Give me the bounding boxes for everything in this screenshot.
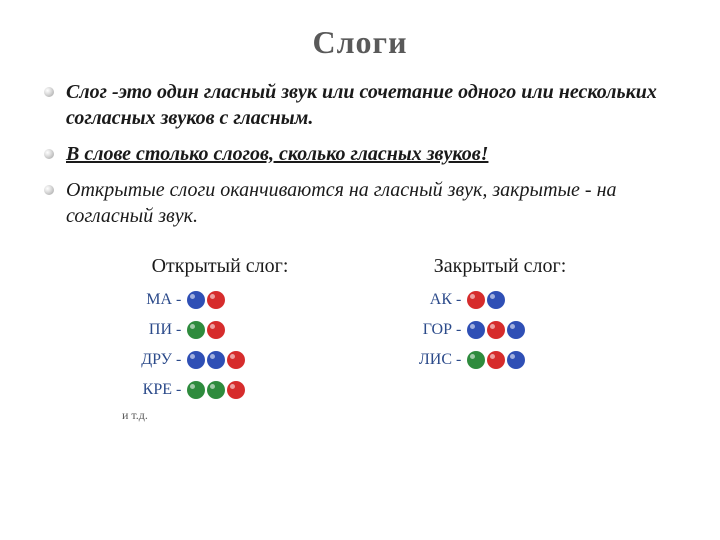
syllable-label: ПИ [120,321,176,339]
bullet-item: В слове столько слогов, сколько гласных … [44,141,684,167]
circle-group [467,321,525,339]
open-column: Открытый слог: МА-ПИ-ДРУ-КРЕ- и т.д. [120,255,320,423]
sound-circle-green [467,351,485,369]
syllable-columns: Открытый слог: МА-ПИ-ДРУ-КРЕ- и т.д. Зак… [36,255,684,423]
circle-group [187,381,245,399]
closed-column-header: Закрытый слог: [400,255,600,278]
bullet-text: Открытые слоги оканчиваются на гласный з… [66,177,684,229]
syllable-label: АК [400,291,456,309]
dash-separator: - [176,321,181,339]
syllable-row: ГОР- [400,318,600,342]
bullet-text: Слог -это один гласный звук или сочетани… [66,79,684,131]
sound-circle-blue [187,291,205,309]
syllable-row: МА- [120,288,320,312]
syllable-label: ГОР [400,321,456,339]
open-column-footnote: и т.д. [122,408,320,423]
sound-circle-red [467,291,485,309]
sound-circle-red [207,291,225,309]
sound-circle-green [207,381,225,399]
syllable-label: ЛИС [400,351,456,369]
page-title: Слоги [36,24,684,61]
dash-separator: - [176,381,181,399]
circle-group [187,291,225,309]
circle-group [467,291,505,309]
dash-separator: - [456,321,461,339]
sound-circle-blue [187,351,205,369]
sound-circle-red [207,321,225,339]
syllable-row: КРЕ- [120,378,320,402]
open-column-header: Открытый слог: [120,255,320,278]
closed-column: Закрытый слог: АК-ГОР-ЛИС- [400,255,600,423]
bullet-icon [44,87,54,97]
dash-separator: - [456,351,461,369]
sound-circle-red [487,321,505,339]
closed-column-body: АК-ГОР-ЛИС- [400,288,600,372]
circle-group [187,351,245,369]
sound-circle-red [227,381,245,399]
syllable-row: АК- [400,288,600,312]
open-column-body: МА-ПИ-ДРУ-КРЕ- [120,288,320,402]
syllable-row: ПИ- [120,318,320,342]
sound-circle-blue [507,321,525,339]
syllable-row: ДРУ- [120,348,320,372]
syllable-label: МА [120,291,176,309]
sound-circle-blue [507,351,525,369]
sound-circle-blue [207,351,225,369]
bullet-item: Открытые слоги оканчиваются на гласный з… [44,177,684,229]
bullet-icon [44,149,54,159]
sound-circle-red [487,351,505,369]
circle-group [467,351,525,369]
bullet-icon [44,185,54,195]
syllable-row: ЛИС- [400,348,600,372]
bullet-item: Слог -это один гласный звук или сочетани… [44,79,684,131]
syllable-label: КРЕ [120,381,176,399]
dash-separator: - [176,291,181,309]
sound-circle-green [187,381,205,399]
sound-circle-red [227,351,245,369]
syllable-label: ДРУ [120,351,176,369]
circle-group [187,321,225,339]
sound-circle-blue [467,321,485,339]
bullet-list: Слог -это один гласный звук или сочетани… [44,79,684,229]
sound-circle-green [187,321,205,339]
dash-separator: - [176,351,181,369]
dash-separator: - [456,291,461,309]
bullet-text: В слове столько слогов, сколько гласных … [66,141,488,167]
sound-circle-blue [487,291,505,309]
